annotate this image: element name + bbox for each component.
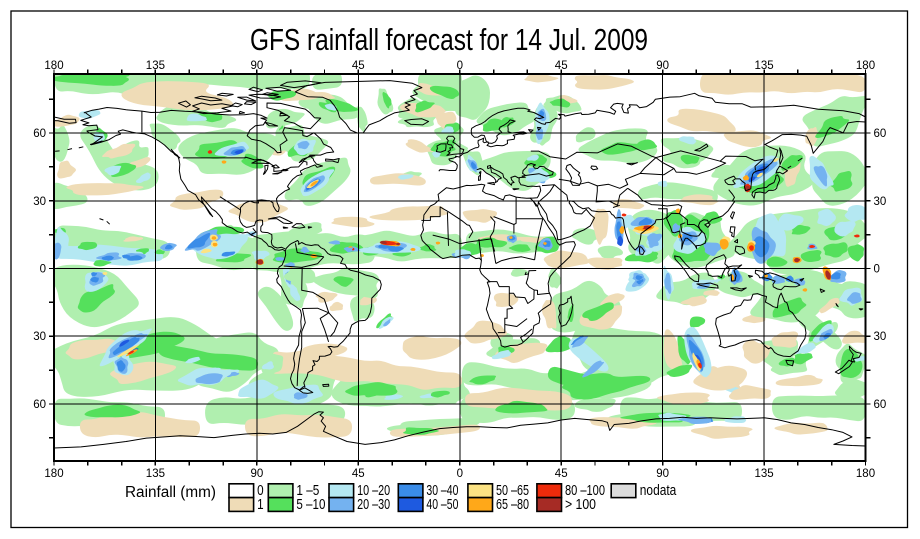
svg-text:135: 135 xyxy=(755,60,774,72)
svg-text:GFS rainfall forecast for 14 J: GFS rainfall forecast for 14 Jul. 2009 xyxy=(250,22,648,57)
svg-text:90: 90 xyxy=(656,468,669,480)
svg-text:0: 0 xyxy=(257,483,264,499)
svg-text:180: 180 xyxy=(856,468,875,480)
svg-text:45: 45 xyxy=(555,468,568,480)
svg-text:30: 30 xyxy=(33,196,46,208)
svg-text:30: 30 xyxy=(33,331,46,343)
svg-text:30: 30 xyxy=(874,196,887,208)
svg-text:10 –20: 10 –20 xyxy=(357,483,390,499)
svg-text:60: 60 xyxy=(33,128,46,140)
svg-text:60: 60 xyxy=(33,399,46,411)
svg-text:0: 0 xyxy=(457,468,463,480)
svg-text:45: 45 xyxy=(352,60,365,72)
svg-text:80 –100: 80 –100 xyxy=(565,483,605,499)
svg-text:5 –10: 5 –10 xyxy=(296,497,325,513)
svg-text:135: 135 xyxy=(146,60,165,72)
svg-text:180: 180 xyxy=(44,468,63,480)
svg-text:Rainfall (mm): Rainfall (mm) xyxy=(125,484,216,501)
svg-text:180: 180 xyxy=(44,60,63,72)
svg-text:40 –50: 40 –50 xyxy=(426,497,458,513)
svg-text:65 –80: 65 –80 xyxy=(496,497,529,513)
svg-text:90: 90 xyxy=(656,60,669,72)
svg-text:0: 0 xyxy=(457,60,463,72)
svg-text:60: 60 xyxy=(874,128,887,140)
svg-text:135: 135 xyxy=(146,468,165,480)
svg-text:60: 60 xyxy=(874,399,887,411)
svg-text:50 –65: 50 –65 xyxy=(496,483,529,499)
svg-text:30 –40: 30 –40 xyxy=(426,483,458,499)
svg-text:45: 45 xyxy=(352,468,365,480)
svg-text:180: 180 xyxy=(856,60,875,72)
svg-text:0: 0 xyxy=(874,264,880,276)
svg-text:20 –30: 20 –30 xyxy=(357,497,390,513)
svg-text:30: 30 xyxy=(874,331,887,343)
svg-text:45: 45 xyxy=(555,60,568,72)
svg-text:135: 135 xyxy=(755,468,774,480)
svg-text:1: 1 xyxy=(257,497,264,513)
svg-text:1 –5: 1 –5 xyxy=(296,483,319,499)
svg-text:> 100: > 100 xyxy=(565,497,596,513)
svg-text:nodata: nodata xyxy=(640,483,677,499)
svg-text:90: 90 xyxy=(251,60,264,72)
svg-text:90: 90 xyxy=(251,468,264,480)
svg-text:0: 0 xyxy=(40,264,46,276)
